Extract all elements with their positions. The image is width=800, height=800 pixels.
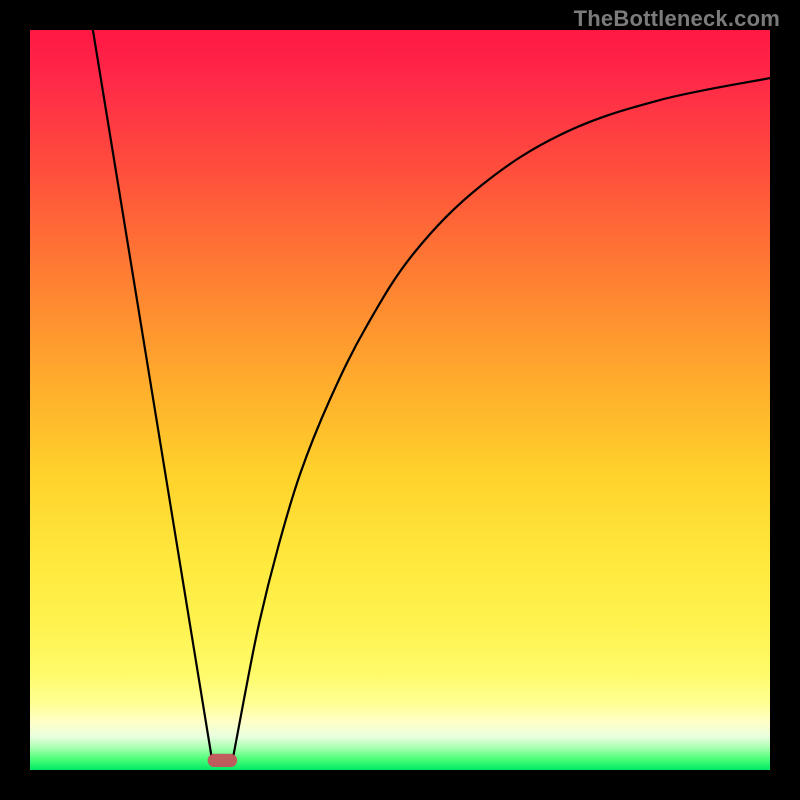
chart-container: TheBottleneck.com [0, 0, 800, 800]
plot-area [30, 30, 770, 770]
watermark-text: TheBottleneck.com [574, 6, 780, 32]
bottleneck-marker [208, 754, 238, 767]
gradient-background [30, 30, 770, 770]
plot-svg [30, 30, 770, 770]
bottleneck-pill [208, 754, 238, 767]
